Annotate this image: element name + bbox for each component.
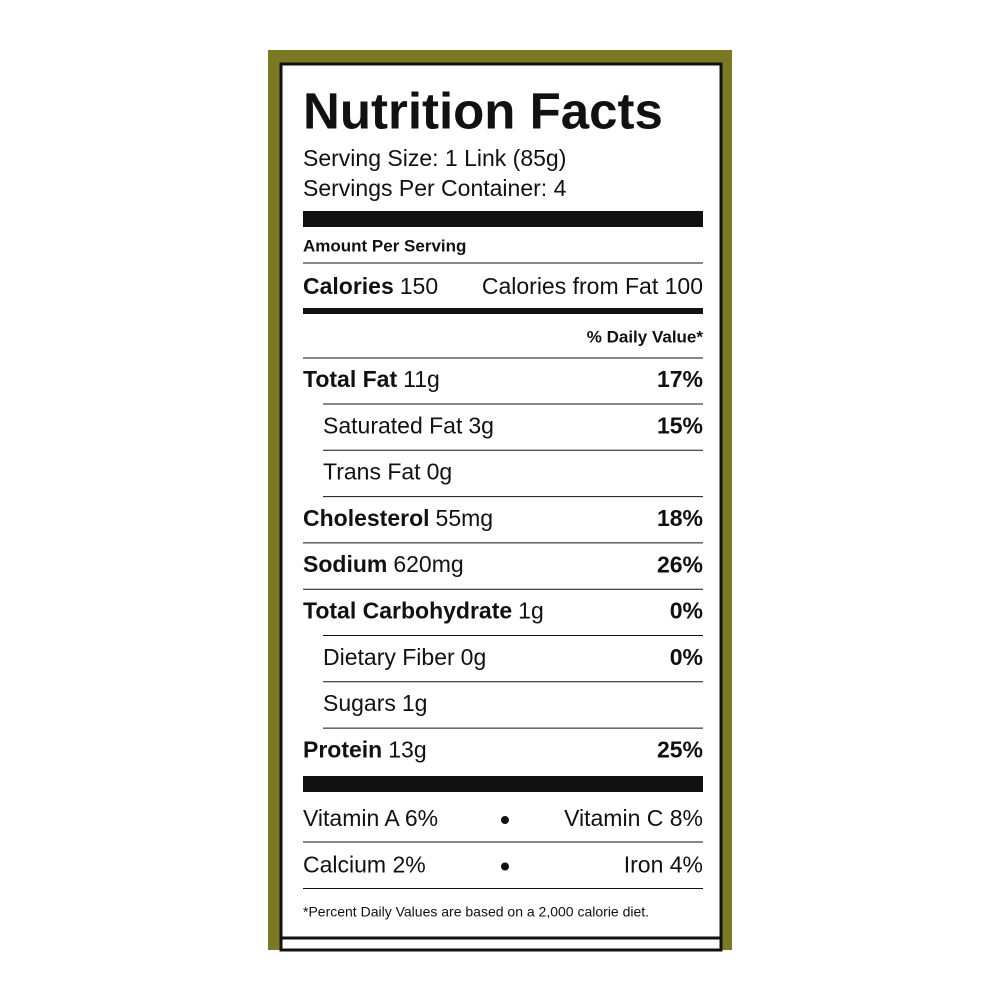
nutrient-amount: 11g: [403, 366, 440, 392]
nutrient-row: Trans Fat 0g: [323, 459, 452, 485]
nutrient-row: Protein 13g: [303, 736, 427, 762]
nutrient-amount: 3g: [468, 412, 494, 438]
nutrient-row: Dietary Fiber 0g: [323, 644, 486, 670]
nutrient-name: Saturated Fat: [323, 412, 463, 438]
bullet: [501, 862, 509, 871]
daily-value: 17%: [657, 366, 703, 392]
nutrient-name: Sugars: [323, 690, 396, 716]
nutrient-name: Total Fat: [303, 366, 397, 392]
nutrient-name: Sodium: [303, 551, 387, 577]
vitamin-right: Iron 4%: [624, 852, 703, 878]
thick-rule: [303, 211, 703, 227]
daily-value: 0%: [670, 598, 703, 624]
daily-value: 26%: [657, 551, 703, 577]
daily-value-heading: % Daily Value*: [587, 327, 704, 346]
nutrient-name: Trans Fat: [323, 459, 421, 485]
calories-label: Calories: [303, 273, 394, 299]
vitamin-left: Calcium 2%: [303, 852, 426, 878]
bullet: [501, 816, 509, 824]
nutrient-name: Total Carbohydrate: [303, 598, 512, 624]
nutrient-amount: 55mg: [436, 505, 494, 531]
nutrient-amount: 1g: [518, 598, 544, 624]
nutrient-amount: 13g: [388, 736, 426, 762]
vitamin-right: Vitamin C 8%: [564, 805, 703, 831]
calories-from-fat: Calories from Fat 100: [482, 273, 703, 299]
daily-value: 18%: [657, 505, 703, 531]
nutrient-name: Dietary Fiber: [323, 644, 455, 670]
daily-value: 15%: [657, 412, 703, 438]
nutrient-name: Cholesterol: [303, 505, 430, 531]
nutrient-row: Sodium 620mg: [303, 551, 464, 577]
vitamin-left: Vitamin A 6%: [303, 805, 438, 831]
footnote: *Percent Daily Values are based on a 2,0…: [303, 904, 649, 920]
nutrient-row: Saturated Fat 3g: [323, 412, 494, 438]
nutrient-row: Sugars 1g: [323, 690, 427, 716]
thick-rule: [303, 776, 703, 792]
nutrient-amount: 0g: [427, 459, 453, 485]
nutrient-name: Protein: [303, 736, 382, 762]
calories-row: Calories 150: [303, 273, 438, 299]
nutrient-amount: 1g: [402, 690, 428, 716]
nutrient-row: Total Fat 11g: [303, 366, 440, 392]
nutrient-amount: 0g: [461, 644, 487, 670]
nutrient-amount: 620mg: [393, 551, 463, 577]
daily-value: 0%: [670, 644, 703, 670]
servings-per-container: Servings Per Container: 4: [303, 175, 567, 201]
amount-per-serving: Amount Per Serving: [303, 236, 466, 255]
serving-size: Serving Size: 1 Link (85g): [303, 145, 566, 171]
nutrient-row: Cholesterol 55mg: [303, 505, 493, 531]
daily-value: 25%: [657, 736, 703, 762]
nutrient-row: Total Carbohydrate 1g: [303, 598, 544, 624]
calories-value: 150: [400, 273, 438, 299]
title: Nutrition Facts: [303, 82, 663, 139]
medium-rule: [303, 308, 703, 314]
